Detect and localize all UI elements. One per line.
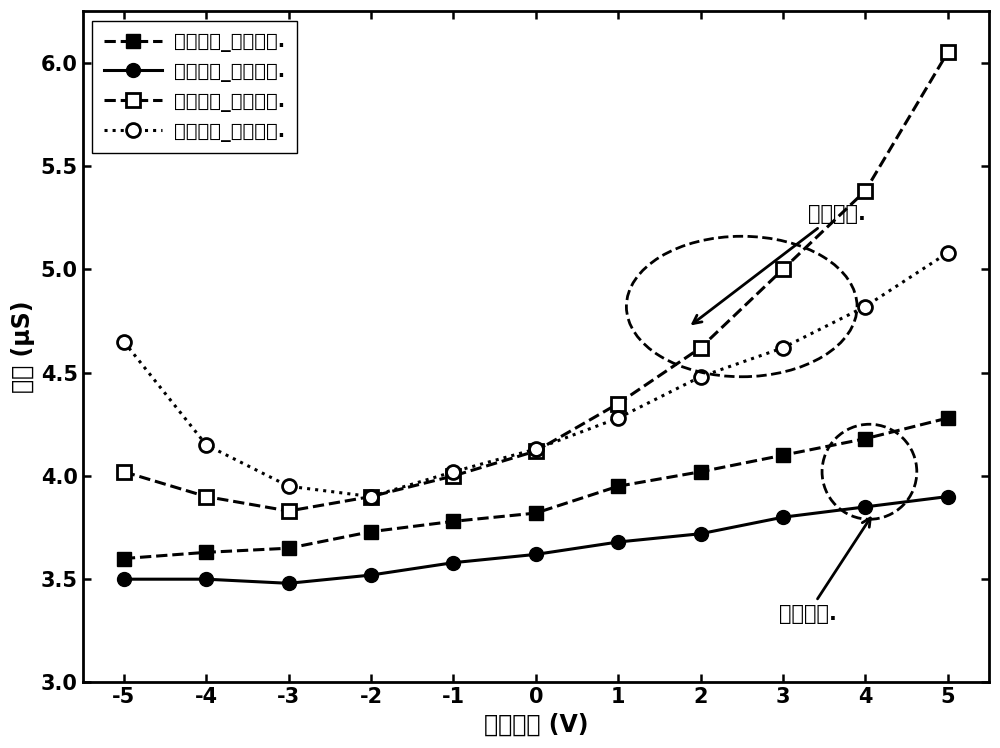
下降时间_传统电路. [200, 441, 212, 450]
Y-axis label: 时间 (μS): 时间 (μS) [11, 301, 35, 393]
下降时间_实施例一. [118, 574, 130, 583]
上升时间_实施例一. [283, 544, 295, 553]
下降时间_传统电路. [695, 373, 707, 381]
上升时间_传统电路. [118, 468, 130, 476]
Text: 传统电路.: 传统电路. [693, 204, 866, 324]
上升时间_传统电路. [530, 447, 542, 456]
下降时间_传统电路. [118, 337, 130, 346]
上升时间_传统电路. [612, 399, 624, 408]
下降时间_实施例一. [365, 571, 377, 580]
上升时间_实施例一. [200, 548, 212, 557]
上升时间_传统电路. [365, 492, 377, 501]
X-axis label: 阀値电压 (V): 阀値电压 (V) [484, 713, 588, 737]
上升时间_实施例一. [447, 517, 459, 526]
下降时间_传统电路. [859, 302, 871, 311]
Line: 下降时间_传统电路.: 下降时间_传统电路. [117, 246, 955, 503]
上升时间_传统电路. [695, 343, 707, 352]
下降时间_传统电路. [530, 444, 542, 453]
上升时间_实施例一. [118, 554, 130, 563]
Line: 上升时间_传统电路.: 上升时间_传统电路. [117, 46, 955, 518]
下降时间_实施例一. [200, 574, 212, 583]
下降时间_传统电路. [283, 482, 295, 491]
Line: 下降时间_实施例一.: 下降时间_实施例一. [117, 490, 955, 590]
上升时间_实施例一. [530, 509, 542, 518]
上升时间_传统电路. [859, 186, 871, 195]
上升时间_传统电路. [447, 471, 459, 480]
上升时间_实施例一. [695, 468, 707, 476]
下降时间_传统电路. [612, 414, 624, 423]
上升时间_实施例一. [777, 451, 789, 460]
下降时间_实施例一. [859, 503, 871, 512]
上升时间_实施例一. [859, 435, 871, 444]
Line: 上升时间_实施例一.: 上升时间_实施例一. [117, 411, 955, 565]
上升时间_实施例一. [365, 527, 377, 536]
下降时间_实施例一. [612, 538, 624, 547]
下降时间_传统电路. [777, 343, 789, 352]
下降时间_实施例一. [530, 550, 542, 559]
Text: 实施例一.: 实施例一. [779, 518, 870, 624]
上升时间_传统电路. [200, 492, 212, 501]
下降时间_实施例一. [942, 492, 954, 501]
上升时间_传统电路. [283, 506, 295, 515]
上升时间_实施例一. [942, 414, 954, 423]
下降时间_实施例一. [283, 579, 295, 588]
上升时间_传统电路. [777, 265, 789, 274]
Legend: 上升时间_实施例一., 下降时间_实施例一., 上升时间_传统电路., 下降时间_传统电路.: 上升时间_实施例一., 下降时间_实施例一., 上升时间_传统电路., 下降时间… [92, 21, 297, 153]
上升时间_实施例一. [612, 482, 624, 491]
下降时间_传统电路. [942, 248, 954, 257]
下降时间_实施例一. [695, 530, 707, 539]
下降时间_实施例一. [447, 558, 459, 567]
下降时间_实施例一. [777, 512, 789, 521]
上升时间_传统电路. [942, 48, 954, 57]
下降时间_传统电路. [447, 468, 459, 476]
下降时间_传统电路. [365, 492, 377, 501]
